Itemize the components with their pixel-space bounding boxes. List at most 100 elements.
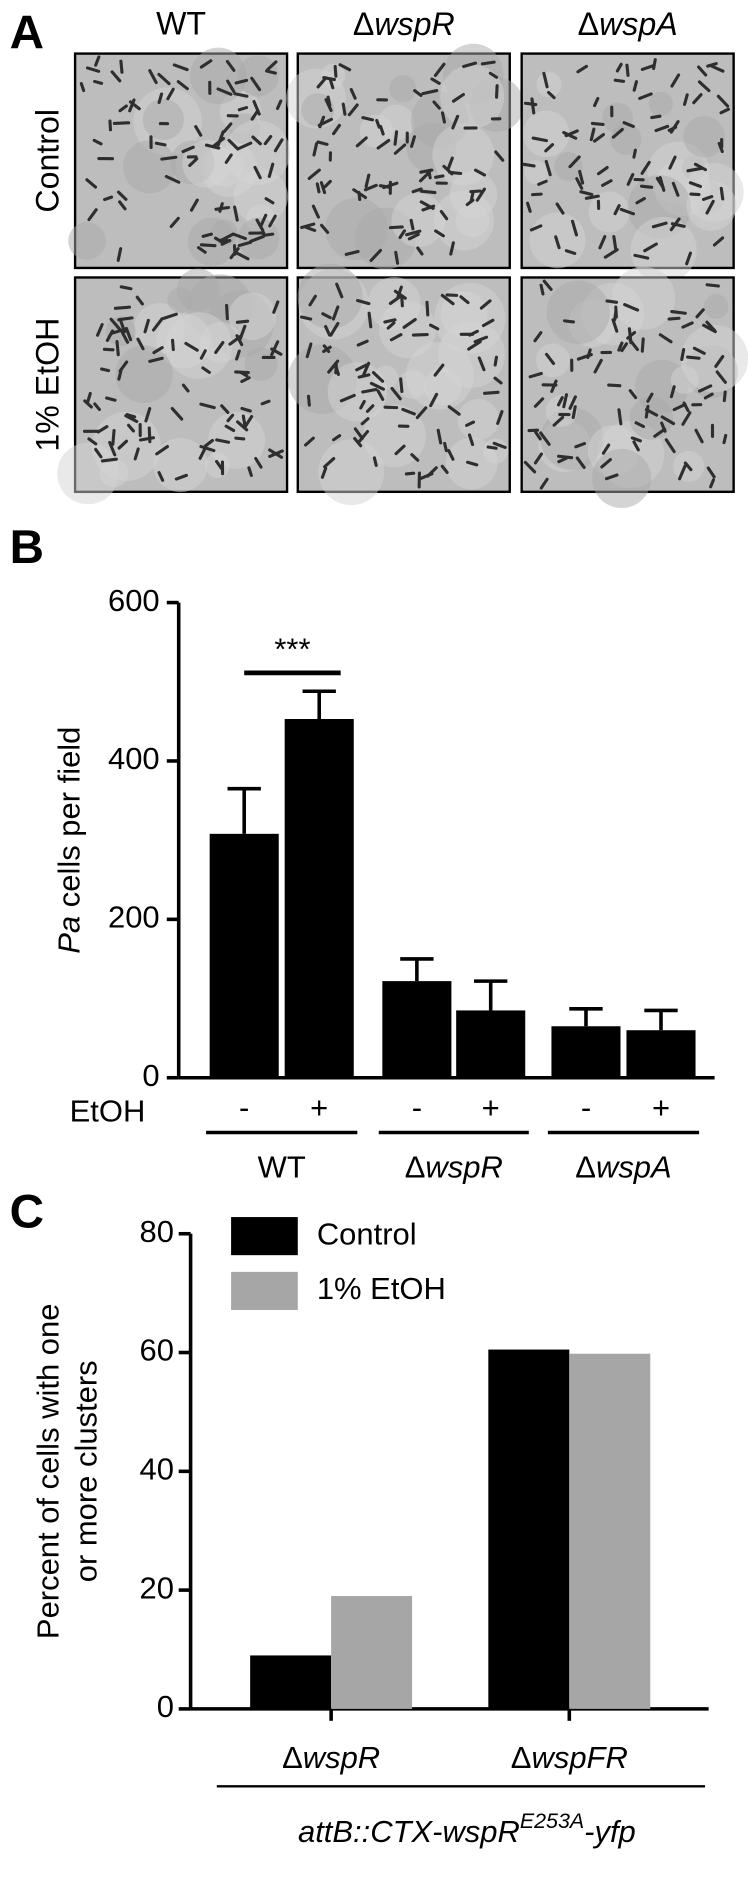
cell bbox=[421, 89, 439, 96]
micrograph bbox=[286, 43, 524, 270]
cell bbox=[640, 64, 655, 71]
cell bbox=[557, 454, 574, 460]
cell bbox=[722, 433, 728, 445]
cell bbox=[144, 407, 152, 423]
cell bbox=[625, 63, 630, 77]
cell bbox=[218, 202, 224, 213]
cell bbox=[360, 417, 370, 426]
cell bbox=[703, 392, 714, 400]
cell bbox=[323, 179, 332, 189]
texture bbox=[176, 268, 220, 312]
cell bbox=[300, 222, 316, 230]
cell bbox=[394, 250, 400, 265]
cell bbox=[612, 235, 618, 251]
cell bbox=[495, 84, 499, 99]
cell bbox=[632, 80, 639, 92]
cell bbox=[329, 321, 340, 337]
column-header: WT bbox=[156, 6, 206, 42]
cell bbox=[575, 177, 584, 190]
cell bbox=[623, 303, 640, 312]
cell bbox=[136, 337, 145, 351]
cell bbox=[199, 402, 216, 410]
cell bbox=[363, 183, 378, 192]
cell bbox=[305, 342, 313, 359]
cell bbox=[105, 329, 114, 342]
cell bbox=[201, 232, 213, 238]
column-header: ΔwspA bbox=[578, 6, 678, 42]
cell bbox=[216, 130, 225, 147]
cell bbox=[247, 466, 253, 477]
cell bbox=[262, 232, 275, 237]
cell bbox=[459, 295, 470, 305]
cell bbox=[199, 445, 216, 453]
cell bbox=[562, 393, 569, 409]
cell bbox=[117, 316, 134, 322]
texture bbox=[225, 120, 291, 186]
cell bbox=[419, 189, 437, 195]
cell bbox=[719, 186, 725, 201]
cell bbox=[331, 123, 341, 136]
cell bbox=[695, 308, 705, 319]
x-axis-label-suffix: -yfp bbox=[584, 1814, 636, 1849]
cell bbox=[447, 448, 455, 461]
cell bbox=[222, 122, 233, 134]
legend-swatch bbox=[231, 1271, 298, 1310]
cell bbox=[393, 130, 399, 146]
cell bbox=[318, 115, 326, 129]
texture bbox=[670, 365, 699, 394]
cell bbox=[672, 402, 687, 412]
cell bbox=[574, 442, 587, 449]
cell bbox=[705, 283, 720, 288]
cell bbox=[240, 376, 251, 384]
cell bbox=[220, 238, 232, 246]
cell bbox=[434, 174, 445, 179]
cell bbox=[119, 59, 124, 74]
cell bbox=[418, 472, 434, 481]
cell bbox=[399, 377, 404, 394]
cell bbox=[124, 414, 139, 424]
cell bbox=[155, 445, 169, 456]
cell bbox=[410, 135, 416, 148]
cell bbox=[300, 315, 313, 321]
y-axis-label: or more clusters bbox=[68, 1360, 103, 1582]
cell bbox=[462, 61, 478, 69]
cell bbox=[341, 102, 347, 116]
cell bbox=[160, 155, 178, 161]
cell bbox=[235, 319, 250, 324]
cell bbox=[174, 473, 188, 481]
micrograph bbox=[68, 47, 291, 270]
cell bbox=[578, 169, 585, 185]
cell bbox=[712, 236, 725, 247]
texture bbox=[153, 437, 208, 493]
cell bbox=[496, 410, 504, 425]
cell bbox=[633, 253, 650, 260]
cell bbox=[375, 118, 381, 129]
texture bbox=[455, 203, 490, 238]
cell bbox=[236, 420, 249, 432]
x-tick-label: - bbox=[239, 1090, 249, 1125]
cell bbox=[449, 241, 455, 256]
cell bbox=[225, 303, 229, 321]
cell bbox=[135, 295, 144, 306]
texture bbox=[325, 197, 388, 261]
x-tick-label: + bbox=[310, 1090, 328, 1125]
cell bbox=[320, 223, 330, 234]
cell bbox=[320, 466, 328, 479]
cell bbox=[157, 72, 171, 86]
cell bbox=[669, 385, 676, 399]
texture bbox=[363, 404, 426, 468]
cell bbox=[250, 76, 262, 92]
cell bbox=[634, 421, 646, 429]
cell bbox=[579, 190, 594, 197]
cell bbox=[564, 129, 579, 138]
cell bbox=[626, 330, 637, 340]
cell bbox=[698, 384, 713, 393]
texture bbox=[228, 292, 277, 340]
x-axis-label-superscript: E253A bbox=[520, 1809, 584, 1833]
cell bbox=[640, 184, 654, 189]
cell bbox=[604, 473, 619, 481]
cell bbox=[157, 92, 164, 105]
cell bbox=[697, 80, 711, 93]
cell bbox=[626, 173, 635, 186]
cell bbox=[593, 358, 603, 374]
